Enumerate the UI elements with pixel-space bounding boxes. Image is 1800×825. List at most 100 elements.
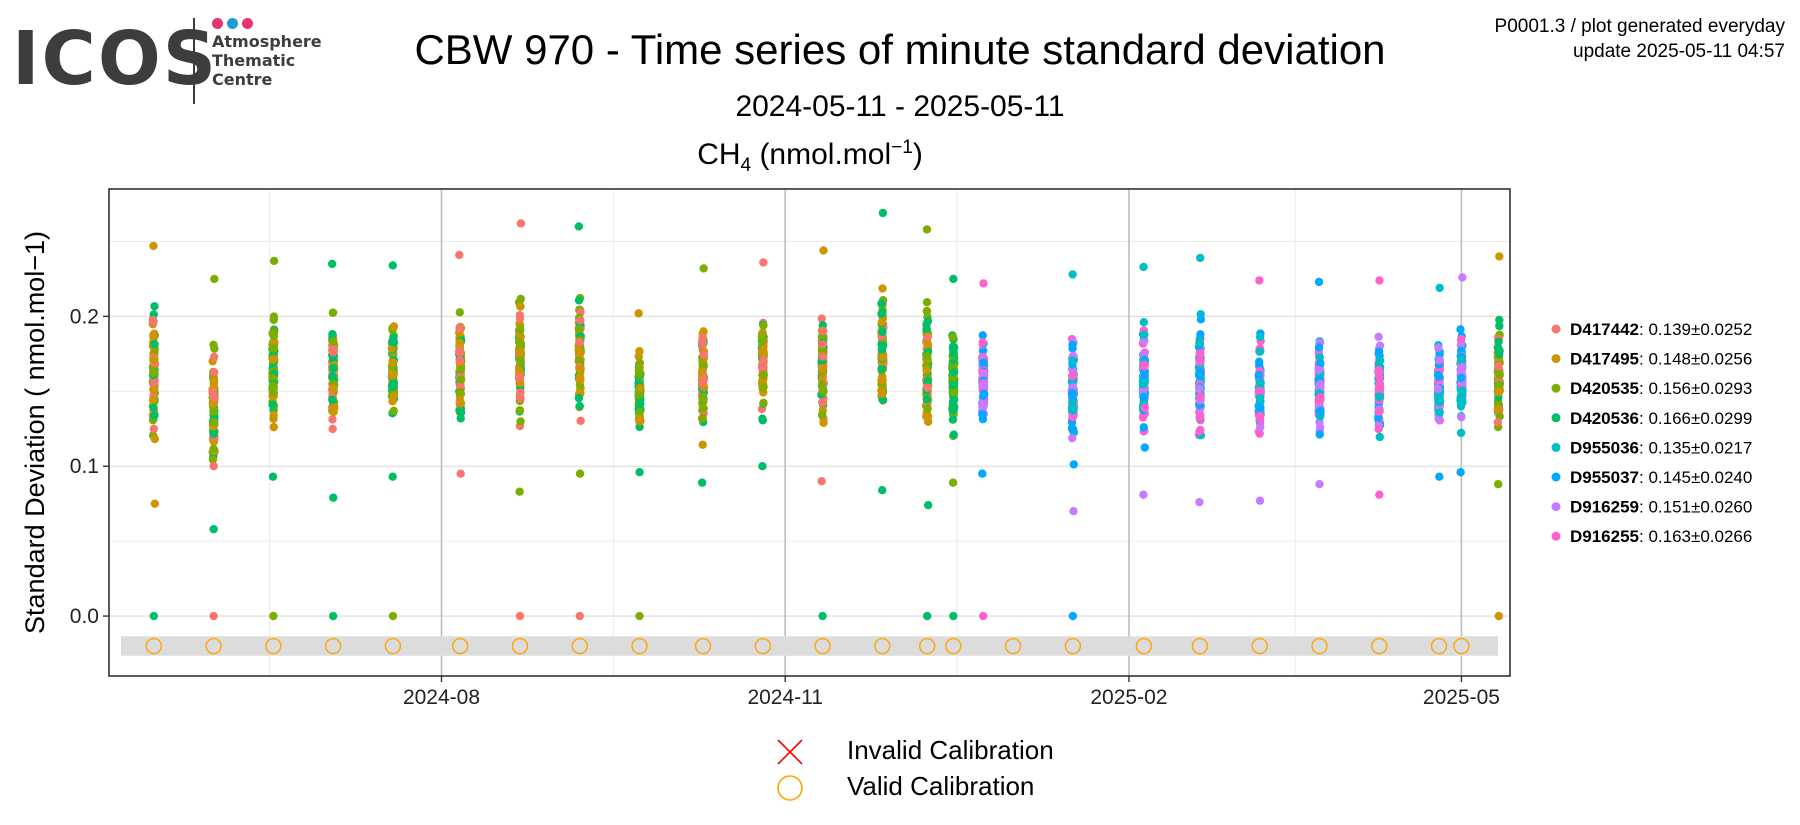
- data-point-d420536: [923, 377, 932, 386]
- data-point-d916259: [1140, 336, 1149, 346]
- data-point-d955037: [978, 331, 987, 340]
- data-point-d916259: [979, 370, 989, 379]
- data-point-d417442: [698, 340, 707, 350]
- data-point-d420536: [949, 381, 958, 390]
- data-point-d417442: [516, 219, 526, 228]
- calibration-marker: [1311, 637, 1328, 655]
- data-point-d420536: [948, 406, 957, 415]
- data-point-d417442: [575, 338, 584, 347]
- species-name: CH: [697, 138, 741, 171]
- data-point-d955037: [1456, 468, 1465, 477]
- data-point-d417495: [575, 348, 585, 358]
- data-point-d420536: [949, 349, 958, 358]
- data-point-d955036: [1435, 283, 1444, 293]
- data-point-d916255: [1374, 424, 1383, 434]
- calibration-marker: [631, 637, 648, 655]
- data-point-d916255: [1375, 490, 1384, 499]
- data-point-d420536: [1495, 315, 1504, 325]
- data-point-d420536: [328, 330, 337, 339]
- data-point-d916259: [1139, 490, 1148, 499]
- data-point-d417442: [818, 352, 828, 361]
- data-point-d420536: [877, 364, 886, 373]
- data-point-d955036: [1139, 262, 1148, 272]
- data-point-zero-d420536: [818, 611, 827, 621]
- data-point-d420536: [328, 372, 337, 381]
- data-point-d420536: [574, 222, 584, 231]
- data-point-d955036: [1434, 393, 1443, 402]
- logo-line-3: Centre: [212, 70, 273, 89]
- data-point-d955037: [1316, 359, 1325, 368]
- data-point-d420536: [1494, 337, 1503, 347]
- data-point-d417495: [329, 384, 338, 393]
- data-point-d955036: [1456, 395, 1465, 404]
- data-point-d955036: [1375, 432, 1384, 442]
- data-point-d417442: [455, 356, 465, 365]
- data-point-d417495: [329, 403, 339, 413]
- data-point-d417442: [149, 424, 159, 434]
- data-point-zero-d417442: [575, 611, 584, 621]
- data-point-d417442: [576, 416, 585, 426]
- data-point-d417442: [699, 374, 709, 384]
- data-point-d420536: [329, 493, 338, 502]
- data-point-d420535: [269, 381, 278, 391]
- data-point-d916259: [1195, 384, 1204, 394]
- data-point-d420535: [456, 375, 466, 384]
- data-point-d916255: [978, 338, 987, 347]
- data-point-zero-d420536: [922, 611, 932, 621]
- x-tick-label: 2024-11: [747, 686, 823, 709]
- data-point-d420536: [949, 368, 959, 377]
- logo-dot: [212, 18, 223, 29]
- plot-info-line-1: P0001.3 / plot generated everyday: [1494, 16, 1785, 37]
- data-point-d417495: [636, 417, 645, 426]
- data-point-zero-d417442: [209, 611, 218, 621]
- data-point-d916259: [1434, 414, 1443, 423]
- data-points: [148, 208, 1504, 621]
- data-point-d417495: [922, 366, 931, 375]
- data-point-d955037: [1315, 430, 1324, 439]
- data-point-d417495: [878, 353, 887, 362]
- legend-label-d955036: D955036: 0.135±0.0217: [1570, 438, 1752, 457]
- data-point-d916259: [1375, 341, 1385, 350]
- calibration-marker: [874, 637, 891, 655]
- data-point-d417442: [923, 383, 932, 392]
- calibration-marker: [571, 637, 588, 655]
- data-point-d420535: [634, 366, 644, 375]
- data-point-zero-d916255: [979, 611, 988, 621]
- data-point-d420536: [1494, 350, 1504, 359]
- data-point-d955036: [1458, 386, 1467, 395]
- data-point-d417495: [209, 376, 219, 385]
- data-point-d955036: [1255, 332, 1265, 342]
- data-point-d417442: [759, 258, 768, 267]
- legend-key-d955036: [1551, 442, 1561, 452]
- data-point-d420535: [759, 370, 768, 380]
- data-point-d420535: [817, 380, 827, 389]
- data-point-d916259: [1256, 422, 1265, 432]
- data-point-d955037: [1139, 423, 1148, 432]
- data-point-d420535: [209, 407, 219, 416]
- calibration-marker: [324, 637, 342, 655]
- plot-panel: [109, 189, 1510, 676]
- data-point-d420536: [455, 406, 464, 415]
- data-point-d420535: [923, 404, 932, 413]
- data-point-d955036: [1435, 408, 1444, 417]
- data-point-d916255: [1375, 276, 1384, 285]
- data-point-d417495: [575, 364, 585, 374]
- data-point-d916259: [1434, 356, 1444, 365]
- data-point-d955037: [978, 469, 987, 478]
- data-point-d916259: [1314, 365, 1323, 375]
- data-point-d420536: [697, 478, 707, 487]
- calibration-marker: [145, 637, 163, 655]
- data-point-d916255: [1374, 366, 1384, 375]
- data-point-d420535: [269, 388, 278, 397]
- data-point-d420535: [328, 337, 338, 346]
- calibration-markers: [145, 637, 1470, 655]
- data-point-d420535: [1493, 479, 1503, 489]
- data-point-d417442: [759, 354, 768, 364]
- data-point-d417495: [515, 365, 524, 375]
- data-point-d420535: [149, 368, 158, 378]
- data-point-d955037: [1256, 403, 1265, 412]
- data-point-d420535: [515, 338, 524, 347]
- data-point-d417495: [455, 338, 464, 348]
- data-point-d417495: [878, 389, 887, 398]
- data-point-d420536: [758, 462, 767, 471]
